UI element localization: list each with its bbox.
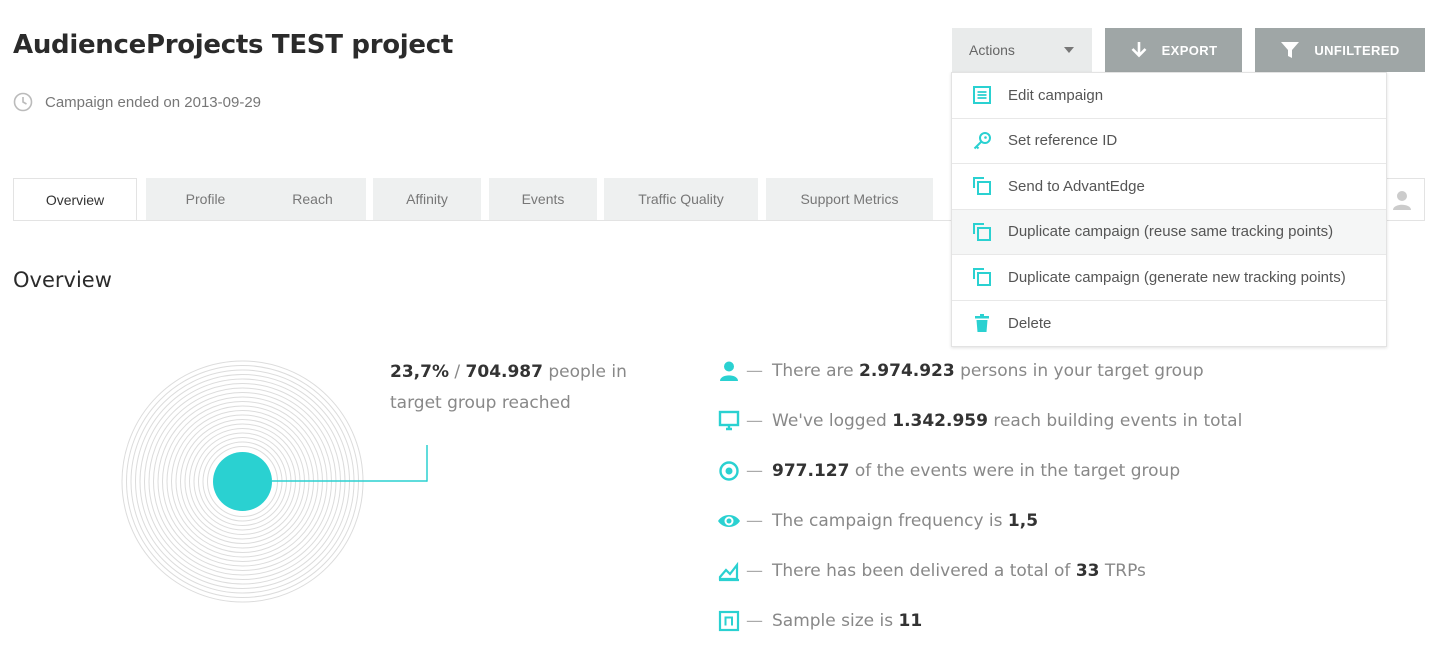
stat-post: reach building events in total [993,411,1243,431]
copy-icon [971,221,993,243]
stat-dash: — [746,611,763,631]
stat-target-events: — 977.127 of the events were in the targ… [716,455,1180,487]
tab-traffic-quality[interactable]: Traffic Quality [604,178,758,220]
menu-item-label: Delete [1008,314,1052,332]
target-icon [716,458,742,484]
menu-item-delete[interactable]: Delete [952,301,1386,347]
menu-item-label: Duplicate campaign (generate new trackin… [1008,268,1346,286]
export-button[interactable]: EXPORT [1105,28,1242,72]
eye-icon [716,508,742,534]
stat-pre: There has been delivered a total of [772,561,1071,581]
unfiltered-label: UNFILTERED [1314,42,1400,58]
menu-item-label: Send to AdvantEdge [1008,177,1145,195]
stat-value: 977.127 [772,461,850,481]
stat-dash: — [746,411,763,431]
actions-label: Actions [969,42,1015,58]
stat-value: 1.342.959 [892,411,988,431]
stat-value: 2.974.923 [859,361,955,381]
reach-people-count: 704.987 [465,362,543,382]
tab-label: Events [521,191,565,207]
reach-separator: / [454,362,461,382]
reach-circle-graphic [121,360,428,603]
menu-item-edit-campaign[interactable]: Edit campaign [952,73,1386,119]
download-arrow-icon [1131,42,1146,58]
copy-icon [971,266,993,288]
tab-label: Support Metrics [800,191,899,207]
key-icon [971,130,993,152]
menu-item-label: Set reference ID [1008,132,1118,150]
campaign-status: Campaign ended on 2013-09-29 [13,92,261,112]
edit-list-icon [971,84,993,106]
stat-pre: We've logged [772,411,887,431]
tab-affinity[interactable]: Affinity [373,178,481,220]
sample-box-icon [716,608,742,634]
menu-item-set-reference-id[interactable]: Set reference ID [952,119,1386,164]
reached-share-circle [213,452,272,511]
caret-down-icon [1064,47,1074,53]
actions-dropdown-menu: Edit campaign Set reference ID Send to A… [951,72,1387,347]
stat-events: — We've logged 1.342.959 reach building … [716,405,1242,437]
page-title: AudienceProjects TEST project [13,30,453,60]
stat-dash: — [746,561,763,581]
tab-overview[interactable]: Overview [13,178,137,221]
stat-pre: Sample size is [772,611,894,631]
stat-persons: — There are 2.974.923 persons in your ta… [716,355,1204,387]
unfiltered-button[interactable]: UNFILTERED [1255,28,1425,72]
stat-post: TRPs [1104,561,1146,581]
menu-item-label: Edit campaign [1008,86,1104,104]
stat-dash: — [746,361,763,381]
reach-summary: 23,7% / 704.987 people in target group r… [390,357,630,419]
stat-value: 33 [1075,561,1100,581]
stat-post: persons in your target group [960,361,1204,381]
tab-label: Traffic Quality [638,191,724,207]
menu-item-send-to-advantedge[interactable]: Send to AdvantEdge [952,164,1386,210]
tab-label: Affinity [406,191,448,207]
tab-events[interactable]: Events [489,178,597,220]
menu-item-label: Duplicate campaign (reuse same tracking … [1008,223,1334,241]
copy-icon [971,175,993,197]
tab-label: Profile [185,191,226,207]
person-icon [716,358,742,384]
menu-item-duplicate-reuse[interactable]: Duplicate campaign (reuse same tracking … [952,209,1386,255]
stat-frequency: — The campaign frequency is 1,5 [716,505,1038,537]
filter-icon [1281,42,1300,58]
stat-pre: The campaign frequency is [772,511,1003,531]
tab-profile[interactable]: Profile [146,178,265,220]
stat-dash: — [746,461,763,481]
trash-icon [971,312,993,334]
tab-reach[interactable]: Reach [259,178,366,220]
actions-dropdown-button[interactable]: Actions [952,28,1092,72]
user-icon [1392,190,1411,210]
stat-pre: There are [772,361,854,381]
stat-value: 1,5 [1007,511,1039,531]
reach-text-target: target group reached [390,393,571,413]
tab-divider [13,220,1425,221]
stat-value: 11 [898,611,923,631]
reach-text-people: people in [548,362,627,382]
tab-label: Overview [45,191,105,208]
area-chart-icon [716,558,742,584]
clock-icon [13,92,33,112]
stat-sample-size: — Sample size is 11 [716,605,922,637]
export-label: EXPORT [1161,42,1218,58]
campaign-status-text: Campaign ended on 2013-09-29 [45,93,261,111]
tab-label: Reach [292,191,333,207]
tab-support-metrics[interactable]: Support Metrics [766,178,933,220]
monitor-icon [716,408,742,434]
stat-post: of the events were in the target group [854,461,1181,481]
reach-percent: 23,7% [390,362,449,382]
stat-trps: — There has been delivered a total of 33… [716,555,1146,587]
section-title: Overview [13,268,112,292]
menu-item-duplicate-new[interactable]: Duplicate campaign (generate new trackin… [952,255,1386,301]
stat-dash: — [746,511,763,531]
